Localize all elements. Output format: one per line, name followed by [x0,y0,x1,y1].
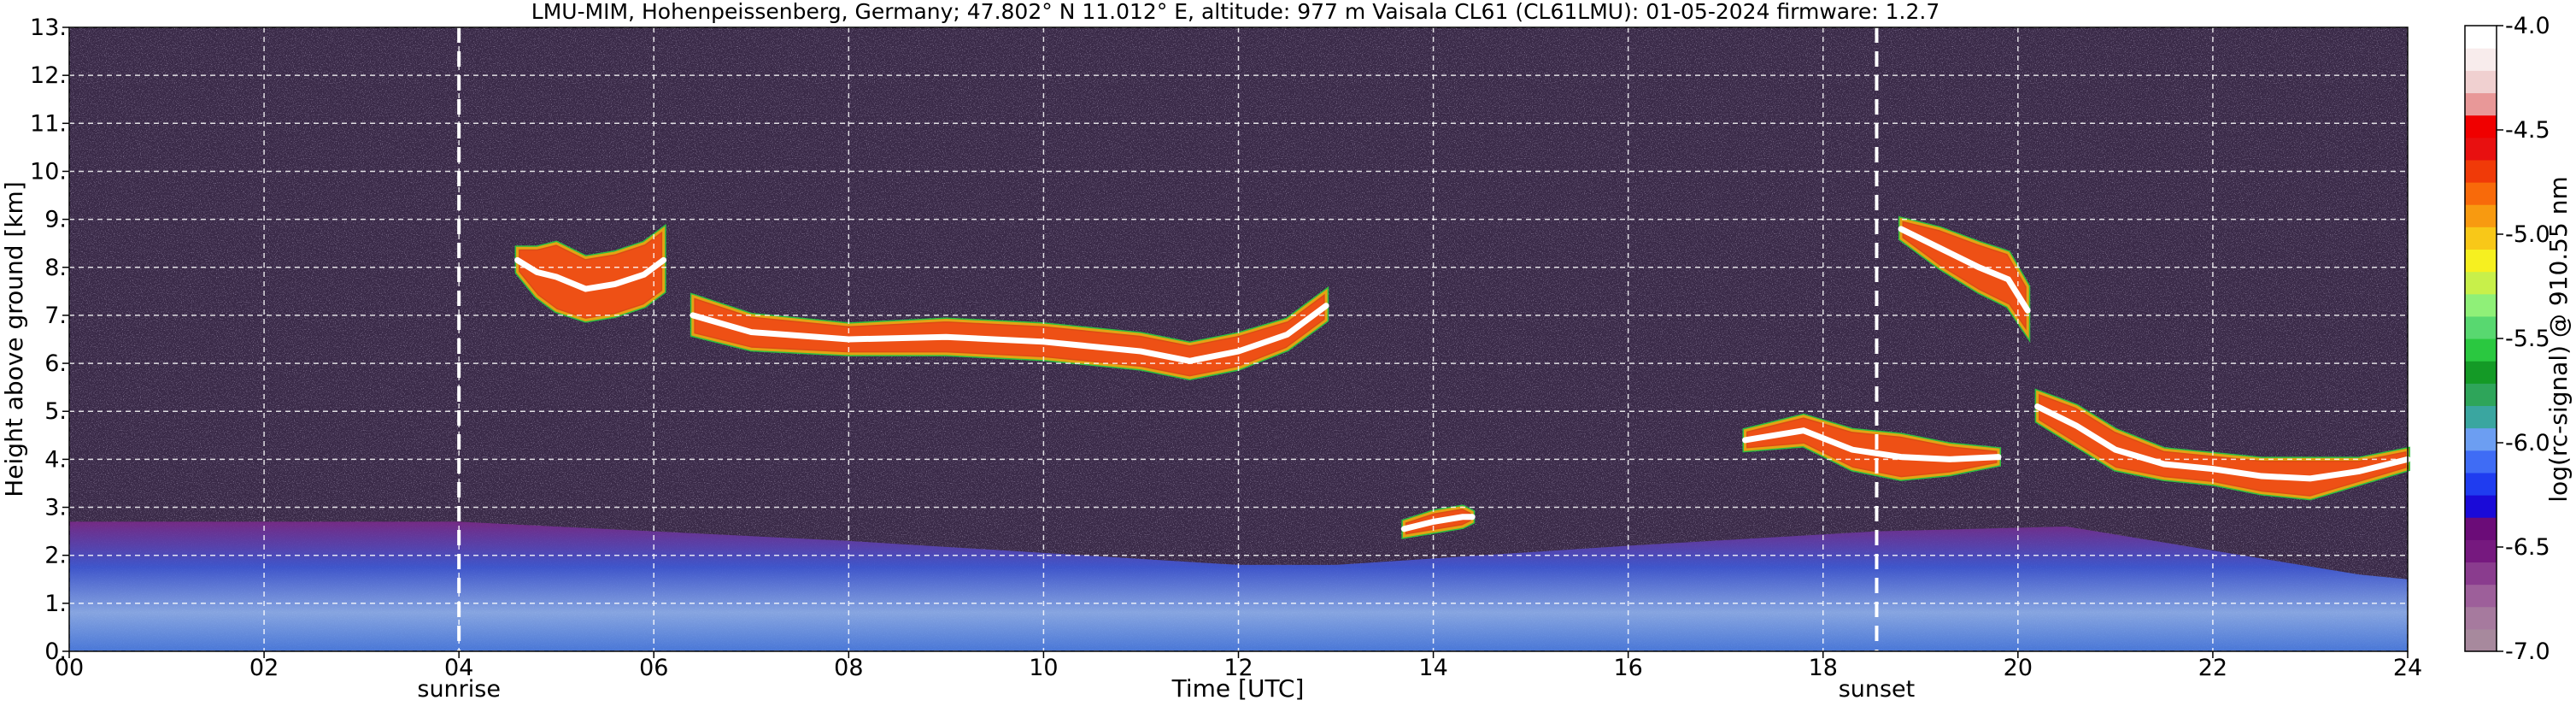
layer-cloud-evening-low-peak [1742,427,2002,462]
marker-label-sunset: sunset [1839,676,1916,703]
x-tick-label-1: 02 [249,655,279,681]
y-tick-label-5: 5. [44,398,67,425]
x-tick-label-10: 20 [2004,655,2033,681]
colorbar-swatch-13 [2465,338,2497,362]
y-tick-label-1: 1. [44,591,67,617]
colorbar-tick-label-0: -4.0 [2505,13,2550,39]
colorbar-swatch-15 [2465,293,2497,317]
y-tick-label-3: 3. [44,495,67,521]
colorbar-swatch-3 [2465,562,2497,585]
y-tick-label-6: 6. [44,350,67,377]
layer-cloud-14h-peak [1400,514,1476,532]
y-tick-label-13: 13. [30,15,67,41]
colorbar-swatch-2 [2465,584,2497,608]
colorbar-swatch-14 [2465,315,2497,339]
colorbar-swatch-9 [2465,427,2497,451]
colorbar-swatch-1 [2465,606,2497,630]
x-tick-label-9: 18 [1809,655,1838,681]
colorbar-swatch-25 [2465,70,2497,94]
x-tick-label-6: 12 [1223,655,1253,681]
colorbar-swatch-11 [2465,383,2497,407]
colorbar-swatch-20 [2465,182,2497,205]
x-tick-label-5: 10 [1029,655,1058,681]
plot-area [68,26,2411,652]
colorbar: -4.0 -4.5 -5.0 -5.5 -6.0 -6.5 -7.0 log(rc-sign… [2464,13,2573,665]
colorbar-tick-label-5: -6.5 [2505,534,2550,561]
colorbar-tick-label-2: -5.0 [2505,221,2550,248]
y-axis: 0. 1. 2. 3. 4. 5. 6. 7. 8. 9. 10. 11. 12. 13. [30,15,69,665]
colorbar-swatch-26 [2465,48,2497,71]
colorbar-swatch-10 [2465,405,2497,429]
x-axis: 00 02 04 06 08 10 12 14 16 18 20 22 24 sunrise sunset [55,651,2422,703]
y-tick-label-7: 7. [44,303,67,329]
layer-cirrus-morning-core [516,226,666,322]
colorbar-swatch-24 [2465,92,2497,116]
colorbar-swatch-7 [2465,472,2497,496]
layer-cloud-night-peak [2034,403,2411,482]
sun-markers [457,27,1879,651]
colorbar-swatch-5 [2465,517,2497,540]
y-tick-label-2: 2. [44,543,67,569]
y-tick-label-4: 4. [44,446,67,473]
colorbar-swatch-6 [2465,495,2497,518]
layer-cirrus-morning-peak [514,256,667,292]
x-tick-label-0: 00 [55,655,84,681]
colorbar-swatch-19 [2465,204,2497,227]
colorbar-ticks: -4.0 -4.5 -5.0 -5.5 -6.0 -6.5 -7.0 [2497,13,2550,665]
x-tick-label-8: 16 [1613,655,1642,681]
y-tick-label-11: 11. [30,110,67,137]
y-tick-label-8: 8. [44,255,67,281]
colorbar-tick-label-3: -5.5 [2505,326,2550,352]
y-tick-label-10: 10. [30,158,67,185]
colorbar-swatch-27 [2465,26,2497,49]
colorbar-tick-label-4: -6.0 [2505,430,2550,456]
y-tick-label-12: 12. [30,62,67,89]
x-tick-label-11: 22 [2198,655,2227,681]
marker-label-sunrise: sunrise [417,676,501,703]
x-tick-label-12: 24 [2393,655,2422,681]
layer-cirrus-evening-core [1899,217,2029,339]
y-axis-label: Height above ground [km] [0,181,28,497]
colorbar-swatches [2465,26,2497,652]
colorbar-swatch-16 [2465,271,2497,295]
colorbar-swatch-18 [2465,227,2497,250]
colorbar-swatch-12 [2465,361,2497,384]
chart-title: LMU-MIM, Hohenpeissenberg, Germany; 47.8… [531,0,1939,24]
colorbar-swatch-23 [2465,115,2497,138]
colorbar-swatch-17 [2465,249,2497,273]
y-tick-label-0: 0. [44,638,67,665]
colorbar-swatch-0 [2465,628,2497,652]
x-tick-label-7: 14 [1418,655,1447,681]
layer-cirrus-midday-peak [689,303,1329,364]
colorbar-tick-label-1: -4.5 [2505,117,2550,144]
colorbar-swatch-21 [2465,159,2497,183]
x-tick-label-2: 04 [444,655,473,681]
x-axis-label: Time [UTC] [1171,674,1305,703]
colorbar-swatch-4 [2465,539,2497,563]
colorbar-swatch-22 [2465,137,2497,161]
x-tick-label-4: 08 [834,655,863,681]
colorbar-swatch-8 [2465,450,2497,474]
colorbar-label: log(rc-signal) @ 910.55 nm [2544,176,2573,502]
y-tick-label-9: 9. [44,207,67,233]
colorbar-tick-label-6: -7.0 [2505,638,2550,665]
x-tick-label-3: 06 [639,655,668,681]
